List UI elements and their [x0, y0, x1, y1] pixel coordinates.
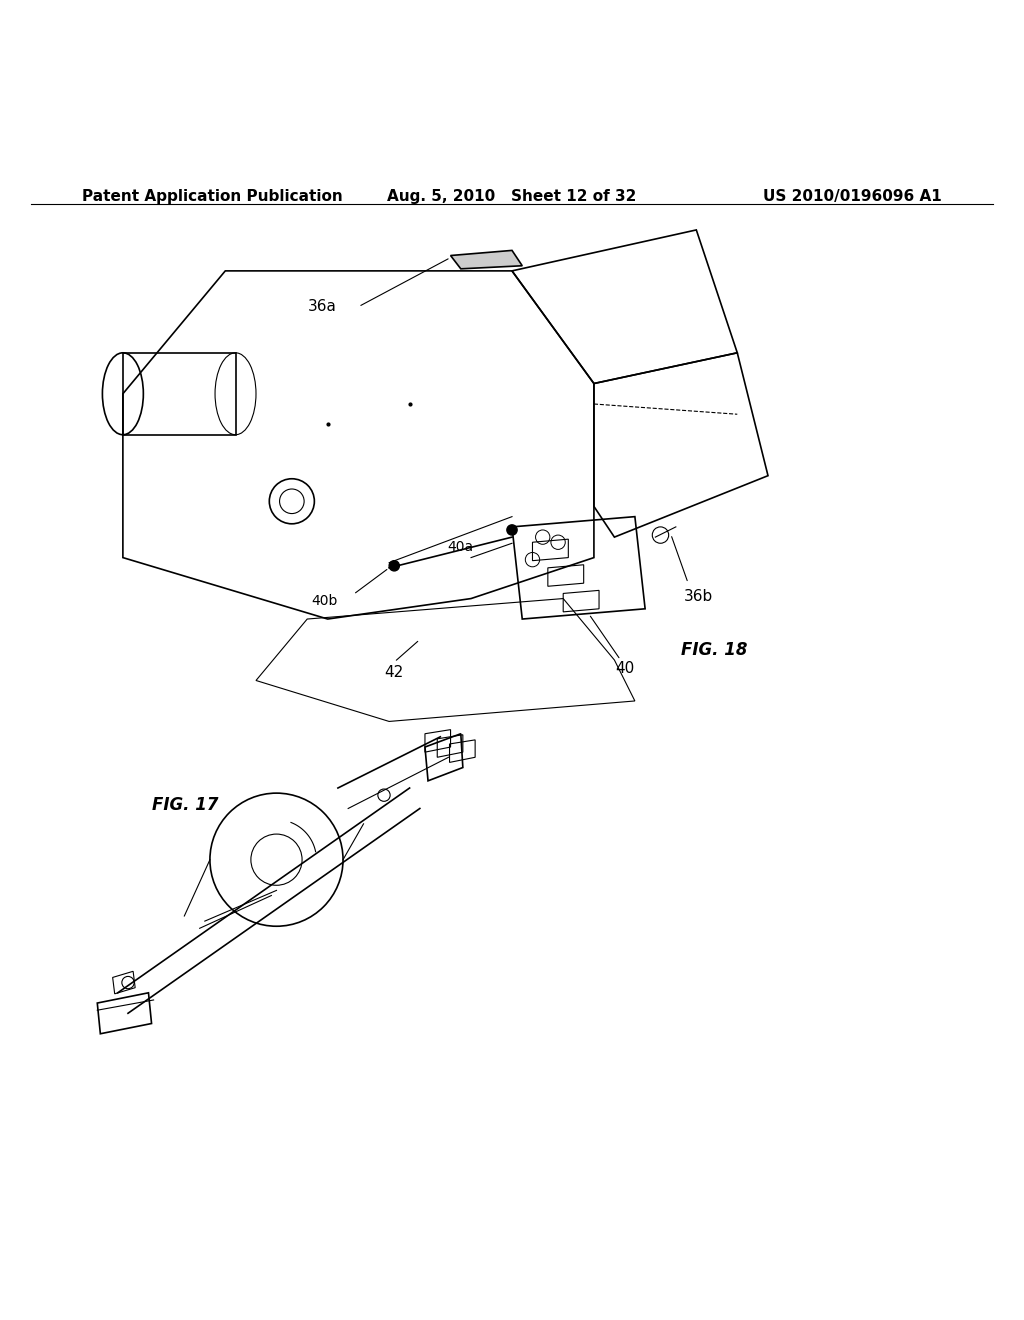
Text: 40a: 40a — [447, 540, 474, 554]
Text: 40b: 40b — [311, 594, 338, 607]
Text: Patent Application Publication: Patent Application Publication — [82, 189, 343, 205]
Text: Aug. 5, 2010   Sheet 12 of 32: Aug. 5, 2010 Sheet 12 of 32 — [387, 189, 637, 205]
Polygon shape — [451, 251, 522, 269]
Text: FIG. 17: FIG. 17 — [152, 796, 218, 814]
Text: 36a: 36a — [308, 300, 337, 314]
Text: FIG. 18: FIG. 18 — [681, 640, 748, 659]
Circle shape — [507, 525, 517, 535]
Text: 42: 42 — [385, 665, 403, 680]
Circle shape — [389, 561, 399, 572]
Text: US 2010/0196096 A1: US 2010/0196096 A1 — [763, 189, 942, 205]
Text: 40: 40 — [615, 661, 634, 676]
Text: 36b: 36b — [684, 589, 714, 605]
